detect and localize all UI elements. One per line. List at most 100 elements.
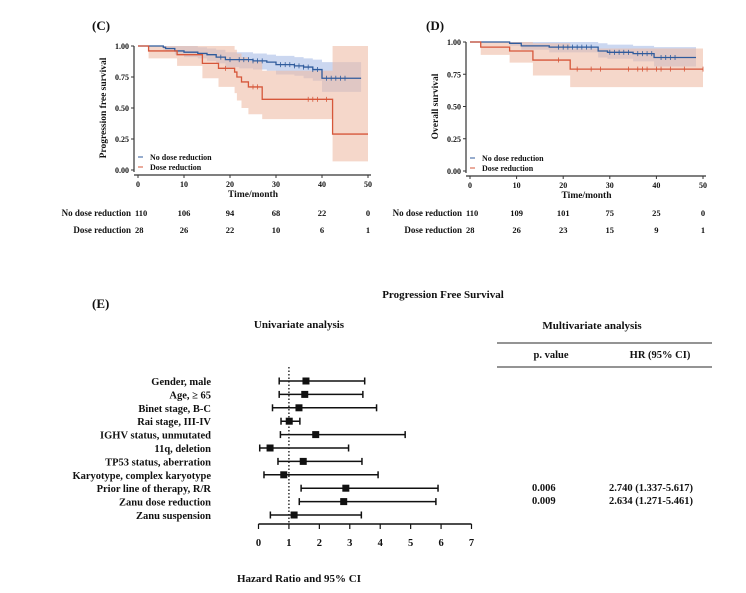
x-axis-label: Time/month (228, 190, 279, 200)
y-tick-label: 1.00 (115, 42, 129, 51)
risk-count: 75 (606, 208, 615, 218)
forest-row-label: Rai stage, III-IV (137, 417, 211, 428)
forest-x-tick-label: 2 (317, 538, 322, 549)
risk-count: 110 (466, 208, 478, 218)
panel-e-label: (E) (92, 296, 109, 311)
forest-title: Progression Free Survival (382, 289, 504, 301)
forest-row-label: Gender, male (151, 377, 211, 388)
x-tick-label: 10 (513, 181, 521, 190)
x-tick-label: 40 (652, 181, 660, 190)
hr-point (302, 377, 310, 385)
forest-row-label: Karyotype, complex karyotype (72, 471, 211, 482)
hr-point (312, 431, 320, 439)
forest-subtitle: Univariate analysis (254, 319, 345, 331)
header-hr-ci: HR (95% CI) (630, 350, 691, 361)
forest-row-label: Prior line of therapy, R/R (97, 484, 212, 495)
risk-count: 101 (557, 208, 570, 218)
hr-point (342, 484, 350, 492)
forest-x-tick-label: 6 (438, 538, 443, 549)
y-tick-label: 0.75 (115, 73, 129, 82)
hr-point (299, 457, 307, 465)
forest-row-label: Zanu suspension (136, 511, 211, 522)
x-tick-label: 0 (136, 180, 140, 189)
panel-d-label: (D) (426, 18, 444, 33)
risk-count: 25 (652, 208, 661, 218)
forest-x-tick-label: 1 (286, 538, 291, 549)
hr-point (266, 444, 274, 452)
risk-count: 1 (366, 225, 370, 235)
forest-row-label: 11q, deletion (154, 444, 211, 455)
forest-row-label: TP53 status, aberration (105, 457, 211, 468)
x-tick-label: 10 (180, 180, 188, 189)
legend-entry: No dose reduction (150, 153, 212, 162)
risk-count: 22 (318, 208, 327, 218)
risk-count: 109 (510, 208, 523, 218)
mv-p-value: 0.009 (532, 496, 556, 507)
x-tick-label: 0 (468, 181, 472, 190)
mv-hr: 2.634 (1.271-5.461) (609, 496, 693, 507)
x-tick-label: 30 (272, 180, 280, 189)
risk-count: 26 (180, 225, 189, 235)
risk-row-label: No dose reduction (393, 208, 462, 218)
y-tick-label: 1.00 (447, 38, 461, 47)
risk-count: 68 (272, 208, 281, 218)
risk-count: 94 (226, 208, 235, 218)
risk-count: 106 (178, 208, 191, 218)
y-tick-label: 0.25 (115, 135, 129, 144)
risk-row-label: Dose reduction (73, 225, 131, 235)
risk-count: 10 (272, 225, 281, 235)
legend-entry: Dose reduction (150, 163, 202, 172)
hr-point (301, 390, 309, 398)
forest-x-tick-label: 7 (469, 538, 474, 549)
y-tick-label: 0.50 (115, 104, 129, 113)
y-tick-label: 0.75 (447, 70, 461, 79)
risk-row-label: Dose reduction (404, 225, 462, 235)
legend-entry: Dose reduction (482, 164, 534, 173)
x-tick-label: 50 (364, 180, 372, 189)
risk-count: 28 (135, 225, 144, 235)
survival-curve-0 (470, 41, 697, 59)
risk-count: 0 (366, 208, 370, 218)
forest-x-tick-label: 5 (408, 538, 413, 549)
survival-curve-1 (138, 45, 368, 135)
multivariate-title: Multivariate analysis (542, 320, 642, 332)
panel-c-label: (C) (92, 18, 110, 33)
y-tick-label: 0.50 (447, 103, 461, 112)
forest-xlabel: Hazard Ratio and 95% CI (237, 573, 361, 585)
forest-x-tick-label: 4 (378, 538, 384, 549)
y-tick-label: 0.00 (115, 166, 129, 175)
hr-point (340, 498, 348, 506)
x-tick-label: 30 (606, 181, 614, 190)
risk-count: 6 (320, 225, 324, 235)
x-axis-label: Time/month (562, 191, 613, 201)
risk-count: 9 (654, 225, 658, 235)
hr-point (290, 511, 298, 519)
risk-count: 1 (701, 225, 705, 235)
x-tick-label: 20 (226, 180, 234, 189)
y-tick-label: 0.00 (447, 167, 461, 176)
y-tick-label: 0.25 (447, 135, 461, 144)
survival-curve-1 (470, 41, 703, 70)
y-axis-label: Progression free survival (99, 57, 109, 158)
y-axis-label: Overall survival (431, 73, 441, 139)
hr-point (295, 404, 303, 412)
hr-point (285, 417, 293, 425)
legend-entry: No dose reduction (482, 154, 544, 163)
mv-p-value: 0.006 (532, 483, 556, 494)
header-p-value: p. value (533, 350, 568, 361)
hr-point (280, 471, 288, 479)
forest-x-tick-label: 3 (347, 538, 352, 549)
risk-count: 26 (512, 225, 521, 235)
ci-band-1 (138, 46, 368, 162)
risk-count: 110 (135, 208, 147, 218)
risk-row-label: No dose reduction (62, 208, 131, 218)
forest-row-label: Binet stage, B-C (138, 404, 211, 415)
x-tick-label: 20 (559, 181, 567, 190)
mv-hr: 2.740 (1.337-5.617) (609, 483, 693, 494)
risk-count: 23 (559, 225, 568, 235)
x-tick-label: 50 (699, 181, 707, 190)
forest-row-label: Zanu dose reduction (119, 498, 211, 509)
forest-row-label: IGHV status, unmutated (100, 431, 211, 442)
